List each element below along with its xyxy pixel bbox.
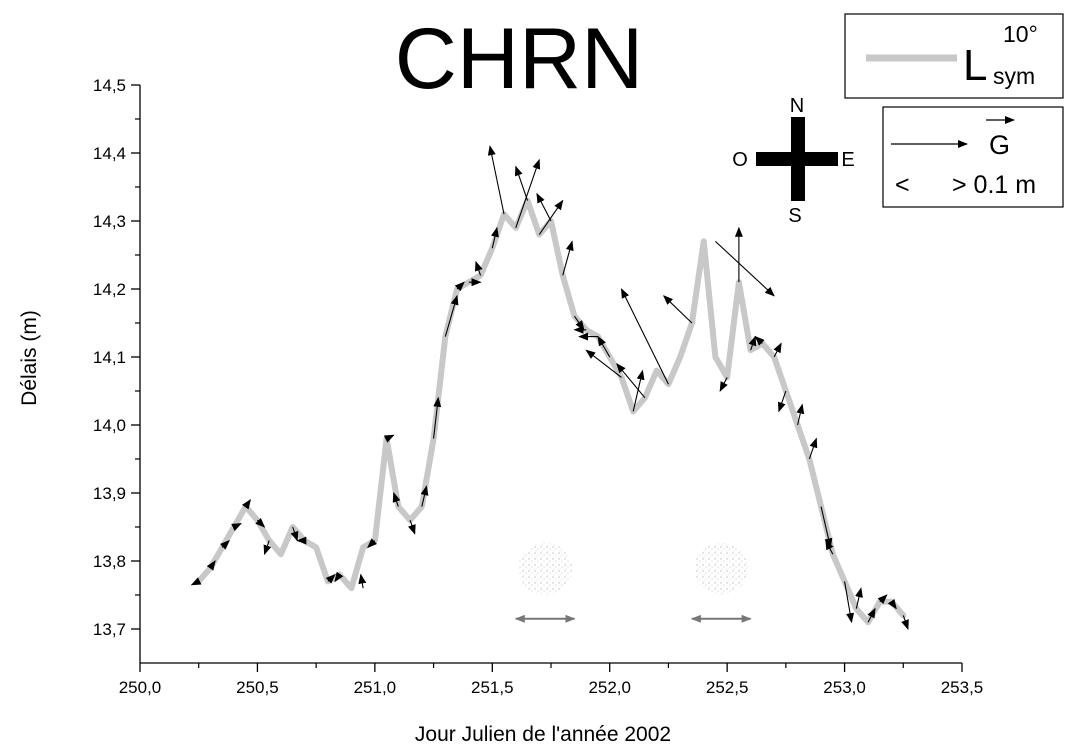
day-marker-spot — [518, 542, 573, 595]
gradient-arrow — [408, 520, 416, 535]
gradient-arrow — [433, 396, 442, 439]
y-tick-label: 13,7 — [93, 620, 126, 639]
y-tick-label: 14,2 — [93, 280, 126, 299]
gradient-arrow — [616, 363, 646, 399]
gradient-arrow — [475, 260, 483, 276]
y-tick-label: 14,1 — [93, 348, 126, 367]
gradient-arrow — [514, 165, 529, 201]
compass-north-label: N — [790, 95, 804, 117]
gradient-arrow — [632, 369, 645, 412]
legend-line-label: L — [963, 41, 987, 90]
gradient-arrow — [597, 335, 611, 358]
gradient-arrow — [358, 573, 367, 589]
compass-south-label: S — [788, 205, 801, 227]
compass-horizontal-bar — [756, 152, 838, 166]
gradient-arrow — [773, 342, 782, 358]
day-marker-group — [514, 542, 752, 623]
legend-scale-left: < — [895, 171, 910, 199]
y-tick-label: 14,5 — [93, 76, 126, 95]
legend-line-box: L sym 10° — [844, 13, 1064, 99]
gradient-arrow — [454, 281, 465, 292]
gradient-arrow — [325, 573, 336, 584]
gradient-arrow — [808, 437, 818, 460]
gradient-arrow — [825, 539, 834, 555]
gradient-arrow-group — [190, 145, 909, 630]
y-tick-label: 14,3 — [93, 212, 126, 231]
legend-arrow-label: G — [989, 130, 1010, 160]
legend-line-superscript: 10° — [1003, 21, 1038, 47]
x-tick-label: 251,0 — [354, 678, 397, 697]
legend-arrow-box: G < > 0.1 m — [882, 106, 1064, 208]
x-tick-label: 253,0 — [823, 678, 866, 697]
gradient-arrow — [392, 492, 401, 507]
gradient-arrow — [855, 587, 863, 609]
x-tick-label: 250,5 — [236, 678, 279, 697]
gradient-arrow — [219, 539, 230, 550]
y-tick-label: 13,8 — [93, 552, 126, 571]
gradient-arrow — [383, 434, 395, 443]
day-marker-spot — [694, 542, 749, 595]
y-tick-label: 13,9 — [93, 484, 126, 503]
gradient-arrow — [334, 571, 344, 583]
axes: 250,0 250,5 251,0 251,5 252,0 252,5 253,0 253,5… — [93, 76, 983, 697]
gradient-arrow — [562, 240, 574, 276]
gradient-arrow — [719, 377, 728, 392]
gradient-arrow — [754, 335, 765, 346]
gradient-arrow — [367, 538, 378, 549]
legend-scale-right: > 0.1 m — [952, 171, 1036, 199]
gradient-arrow — [231, 523, 242, 532]
gradient-arrow — [585, 349, 622, 378]
gradient-arrow — [263, 540, 272, 556]
x-axis-title: Jour Julien de l'année 2002 — [415, 723, 671, 746]
x-tick-label: 252,0 — [588, 678, 631, 697]
gradient-arrow — [796, 403, 805, 426]
x-tick-label: 251,5 — [471, 678, 514, 697]
gradient-arrow — [491, 226, 499, 249]
y-tick-label: 14,4 — [93, 144, 126, 163]
x-tick-label: 252,5 — [706, 678, 749, 697]
gradient-arrow — [538, 199, 564, 235]
compass-east-label: E — [841, 149, 854, 171]
y-tick-label: 14,0 — [93, 416, 126, 435]
gradient-arrow — [748, 335, 757, 351]
gradient-arrow — [867, 607, 876, 623]
x-tick-label: 253,5 — [941, 678, 984, 697]
legend-line-subscript: sym — [993, 63, 1035, 89]
y-axis-title: Délais (m) — [18, 310, 41, 406]
gradient-arrow — [663, 295, 693, 324]
x-tick-label: 250,0 — [119, 678, 162, 697]
compass-west-label: O — [732, 149, 748, 171]
gradient-arrow — [241, 498, 251, 510]
gradient-arrow — [901, 615, 909, 630]
gradient-arrow — [777, 390, 787, 413]
chart-title: CHRN — [395, 11, 643, 107]
gradient-arrow — [844, 581, 855, 624]
gradient-arrow — [620, 288, 669, 385]
gradient-arrow — [715, 240, 775, 297]
gradient-arrow — [206, 560, 216, 571]
gradient-arrow — [255, 517, 266, 528]
gradient-arrow — [487, 145, 505, 215]
gradient-arrow — [515, 158, 541, 228]
compass-rose: N S O E — [732, 95, 854, 227]
gradient-arrow — [420, 485, 429, 507]
gradient-arrow — [444, 294, 459, 337]
gradient-arrow — [536, 192, 552, 222]
gradient-arrow — [190, 577, 202, 586]
gradient-arrow — [877, 594, 888, 605]
gradient-arrow — [887, 598, 897, 610]
